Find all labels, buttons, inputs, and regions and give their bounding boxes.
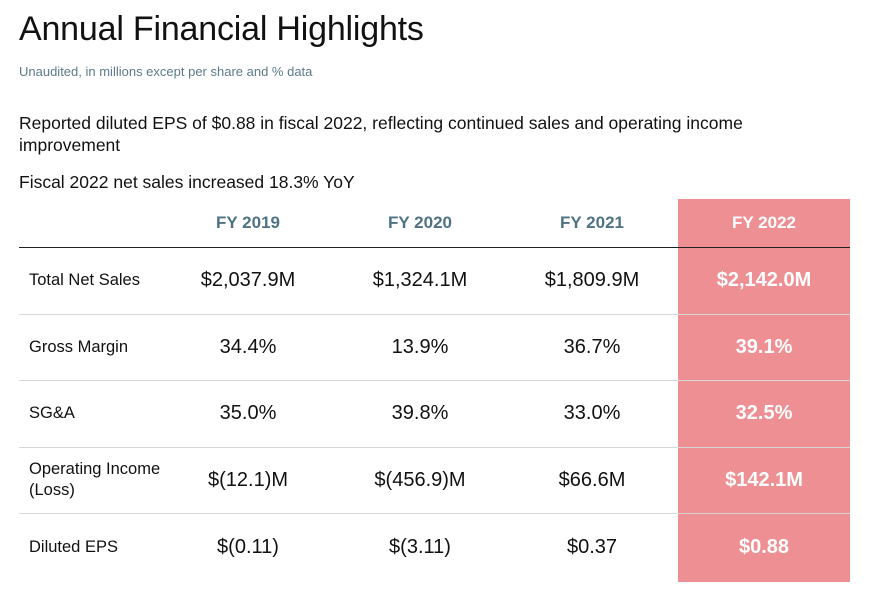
- table-cell: $1,809.9M: [544, 269, 640, 292]
- table-cell: $1,324.1M: [372, 269, 468, 292]
- column-header: FY 2020: [388, 213, 452, 232]
- table-row-sga: SG&A 35.0% 39.8% 33.0% 32.5%: [19, 381, 850, 448]
- row-label: SG&A: [29, 404, 75, 423]
- table-cell: $66.6M: [558, 468, 626, 491]
- table-cell-highlighted: 39.1%: [735, 335, 793, 358]
- table-row-total-net-sales: Total Net Sales $2,037.9M $1,324.1M $1,8…: [19, 248, 850, 315]
- table-cell: 33.0%: [563, 402, 621, 425]
- table-cell: $2,037.9M: [200, 269, 296, 292]
- row-label: Diluted EPS: [29, 537, 118, 556]
- fy2022-highlight-column: [678, 199, 850, 582]
- table-cell-highlighted: $2,142.0M: [716, 269, 812, 292]
- table-row-diluted-eps: Diluted EPS $(0.11) $(3.11) $0.37 $0.88: [19, 514, 850, 581]
- table-cell: $(0.11): [217, 535, 279, 558]
- page-subtitle: Unaudited, in millions except per share …: [19, 64, 313, 79]
- table-cell: $(456.9)M: [374, 468, 466, 491]
- table-cell: $(12.1)M: [207, 468, 289, 491]
- table-cell: 36.7%: [563, 335, 621, 358]
- header-label-spacer: [19, 199, 162, 247]
- table-cell-highlighted: 32.5%: [735, 402, 793, 425]
- column-header: FY 2021: [560, 213, 624, 232]
- table-row-operating-income: Operating Income (Loss) $(12.1)M $(456.9…: [19, 448, 850, 514]
- table-cell: 35.0%: [219, 402, 277, 425]
- table-cell-highlighted: $142.1M: [725, 468, 803, 491]
- page-title: Annual Financial Highlights: [19, 10, 424, 48]
- headline-eps: Reported diluted EPS of $0.88 in fiscal …: [19, 113, 743, 155]
- table-cell-highlighted: $0.88: [738, 535, 790, 558]
- table-cell: $(3.11): [389, 535, 451, 558]
- financial-highlights-table: FY 2019 FY 2020 FY 2021 FY 2022 Total Ne…: [19, 199, 850, 581]
- table-cell: $0.37: [566, 535, 618, 558]
- column-header-highlighted: FY 2022: [732, 213, 796, 232]
- row-label: Operating Income (Loss): [29, 460, 161, 500]
- table-cell: 13.9%: [391, 335, 449, 358]
- table-cell: 34.4%: [219, 335, 277, 358]
- table-row-gross-margin: Gross Margin 34.4% 13.9% 36.7% 39.1%: [19, 315, 850, 381]
- headline-net-sales: Fiscal 2022 net sales increased 18.3% Yo…: [19, 172, 355, 192]
- column-header: FY 2019: [216, 213, 280, 232]
- table-cell: 39.8%: [391, 402, 449, 425]
- row-label: Total Net Sales: [29, 271, 140, 290]
- row-label: Gross Margin: [29, 337, 129, 356]
- table-header-row: FY 2019 FY 2020 FY 2021 FY 2022: [19, 199, 850, 248]
